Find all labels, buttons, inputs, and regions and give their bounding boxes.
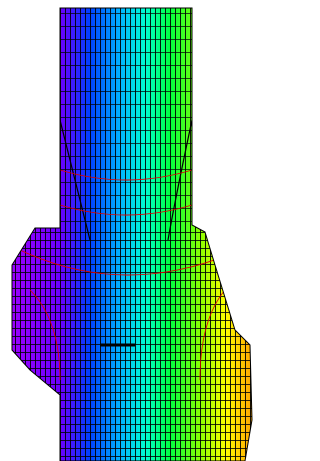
- mesh-horizontal-lines-top: [0, 0, 257, 228]
- mesh-body: [0, 0, 257, 461]
- mesh-visualization: [0, 0, 257, 461]
- page: [0, 0, 257, 461]
